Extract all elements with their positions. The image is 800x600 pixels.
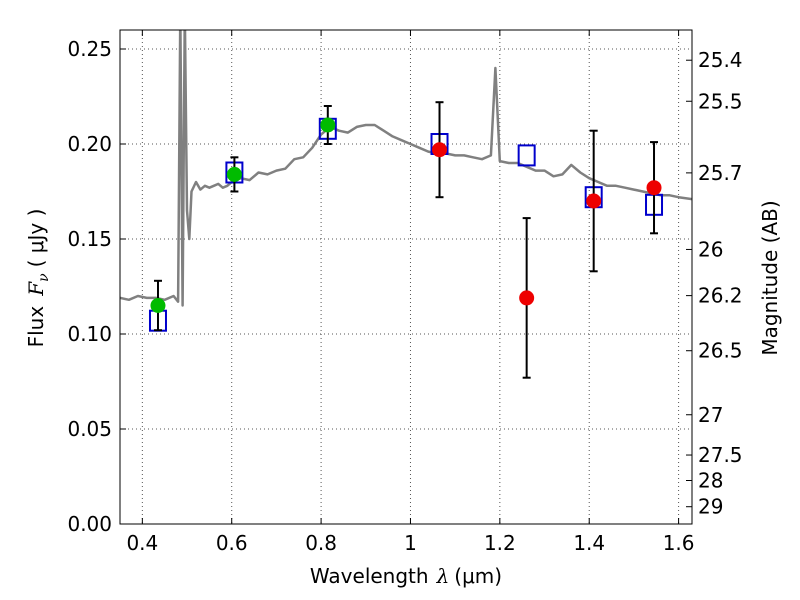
- y2-tick-label: 26: [698, 237, 723, 261]
- y-tick-label: 0.25: [67, 37, 112, 61]
- x-axis-label: Wavelength λ (μm): [310, 564, 502, 588]
- sed-template-line: [120, 30, 692, 307]
- y-tick-label: 0.20: [67, 132, 112, 156]
- x-tick-label: 0.4: [126, 531, 158, 555]
- x-tick-label: 1.2: [484, 531, 516, 555]
- y2-tick-label: 27.5: [698, 443, 743, 467]
- x-tick-label: 0.8: [305, 531, 337, 555]
- plot-area: [120, 30, 692, 379]
- x-tick-label: 1.6: [663, 531, 695, 555]
- data-point: [150, 298, 166, 313]
- data-point: [646, 180, 662, 196]
- y2-tick-label: 25.4: [698, 48, 743, 72]
- y-tick-label: 0.00: [67, 512, 112, 536]
- model-flux-box: [517, 144, 536, 167]
- x-tick-label: 0.6: [216, 531, 248, 555]
- data-point: [586, 193, 602, 209]
- y2-tick-label: 27: [698, 403, 723, 427]
- y2-tick-label: 28: [698, 468, 723, 492]
- grid-lines: [120, 30, 692, 525]
- data-point: [519, 290, 535, 306]
- y2-axis-label: Magnitude (AB): [758, 200, 782, 355]
- y2-tick-label: 26.2: [698, 284, 743, 308]
- data-point: [226, 166, 242, 182]
- x-tick-label: 1.4: [573, 531, 605, 555]
- plot-frame: [119, 29, 693, 525]
- y2-tick-label: 25.5: [698, 89, 743, 113]
- y2-tick-label: 25.7: [698, 161, 743, 185]
- x-tick-label: 1: [404, 531, 417, 555]
- y-tick-label: 0.10: [67, 322, 112, 346]
- y-tick-label: 0.05: [67, 417, 112, 441]
- axes: 0.4 0.6 0.8 1 1.2 1.4 1.6 0.00 0.05 0.10 0.15 0.20 0…: [67, 29, 743, 555]
- y2-tick-label: 29: [698, 495, 723, 519]
- y-axis-label: FluxFν( μJy ): [24, 209, 52, 348]
- y-tick-label: 0.15: [67, 227, 112, 251]
- data-point: [432, 142, 448, 158]
- y2-tick-label: 26.5: [698, 339, 743, 363]
- data-point: [320, 117, 336, 133]
